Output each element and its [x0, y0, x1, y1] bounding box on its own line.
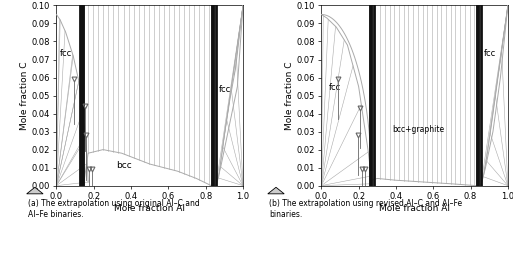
Text: fcc: fcc	[60, 49, 72, 58]
Text: fcc: fcc	[329, 83, 341, 92]
Text: fcc: fcc	[484, 49, 496, 58]
Text: bcc: bcc	[116, 161, 132, 170]
Text: (b) The extrapolation using revised Al–C and Al–Fe
binaries.: (b) The extrapolation using revised Al–C…	[269, 199, 462, 219]
Text: (a) The extrapolation using original Al–C and
Al–Fe binaries.: (a) The extrapolation using original Al–…	[28, 199, 200, 219]
X-axis label: Mole fraction Al: Mole fraction Al	[379, 204, 450, 213]
Text: bcc+graphite: bcc+graphite	[392, 124, 444, 133]
X-axis label: Mole fraction Al: Mole fraction Al	[114, 204, 185, 213]
Y-axis label: Mole fraction C: Mole fraction C	[285, 61, 294, 130]
Y-axis label: Mole fraction C: Mole fraction C	[20, 61, 29, 130]
Text: fcc: fcc	[219, 85, 231, 94]
